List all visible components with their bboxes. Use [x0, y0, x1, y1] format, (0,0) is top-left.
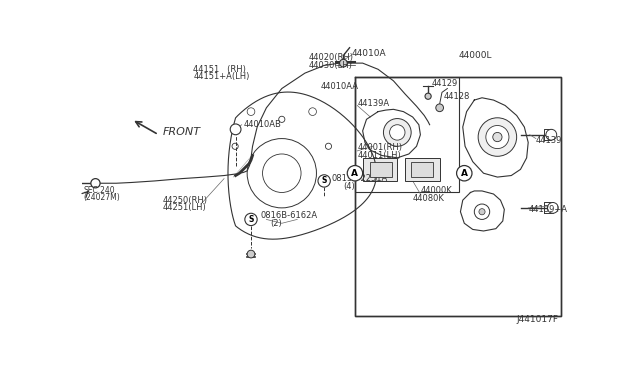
Bar — [371, 162, 392, 177]
Circle shape — [390, 125, 405, 140]
Bar — [411, 162, 433, 177]
Circle shape — [493, 132, 502, 142]
Bar — [355, 77, 459, 192]
Circle shape — [486, 125, 509, 148]
Text: 44080K: 44080K — [413, 194, 445, 203]
Text: 44000L: 44000L — [459, 51, 492, 60]
Circle shape — [383, 119, 411, 146]
Text: (4): (4) — [344, 182, 355, 191]
Text: 44250(RH): 44250(RH) — [163, 196, 207, 205]
Text: 44010A: 44010A — [351, 49, 386, 58]
Text: 44151   (RH): 44151 (RH) — [193, 65, 246, 74]
Text: 44151+A(LH): 44151+A(LH) — [193, 73, 250, 81]
Text: (2): (2) — [270, 219, 282, 228]
Text: J441017F: J441017F — [516, 315, 559, 324]
Circle shape — [547, 202, 558, 213]
Text: 08134-2251A: 08134-2251A — [332, 174, 388, 183]
Text: 44020(RH): 44020(RH) — [308, 53, 354, 62]
Circle shape — [340, 59, 348, 67]
Text: FRONT: FRONT — [163, 128, 200, 137]
Circle shape — [348, 166, 363, 181]
Text: 44000K: 44000K — [420, 186, 452, 195]
Text: 44139+A: 44139+A — [528, 205, 567, 214]
Circle shape — [318, 175, 330, 187]
Bar — [405, 158, 440, 181]
Text: 44010AB: 44010AB — [243, 120, 281, 129]
Circle shape — [247, 250, 255, 258]
Text: 0816B-6162A: 0816B-6162A — [260, 211, 317, 220]
Text: A: A — [351, 169, 358, 178]
Circle shape — [425, 93, 431, 99]
Text: 44011(LH): 44011(LH) — [357, 151, 401, 160]
Text: S: S — [321, 176, 327, 185]
Text: 44010AA: 44010AA — [320, 82, 358, 91]
Circle shape — [546, 129, 557, 140]
Circle shape — [230, 124, 241, 135]
Text: S: S — [248, 215, 253, 224]
Circle shape — [245, 213, 257, 225]
Circle shape — [478, 118, 516, 156]
Text: SEC.240: SEC.240 — [83, 186, 115, 195]
Bar — [355, 77, 561, 316]
Text: 44128: 44128 — [444, 92, 470, 101]
Text: 44251(LH): 44251(LH) — [163, 203, 206, 212]
Text: 44030(LH): 44030(LH) — [308, 61, 353, 70]
Circle shape — [436, 104, 444, 112]
Text: (24027M): (24027M) — [83, 193, 120, 202]
Text: 44129: 44129 — [432, 78, 458, 88]
Text: 44139A: 44139A — [357, 99, 389, 108]
Circle shape — [479, 209, 485, 215]
Circle shape — [91, 179, 100, 188]
Circle shape — [474, 204, 490, 219]
Bar — [363, 158, 397, 181]
Text: A: A — [461, 169, 468, 178]
Circle shape — [456, 166, 472, 181]
Text: 44139: 44139 — [536, 136, 563, 145]
Text: 44001(RH): 44001(RH) — [357, 143, 403, 152]
